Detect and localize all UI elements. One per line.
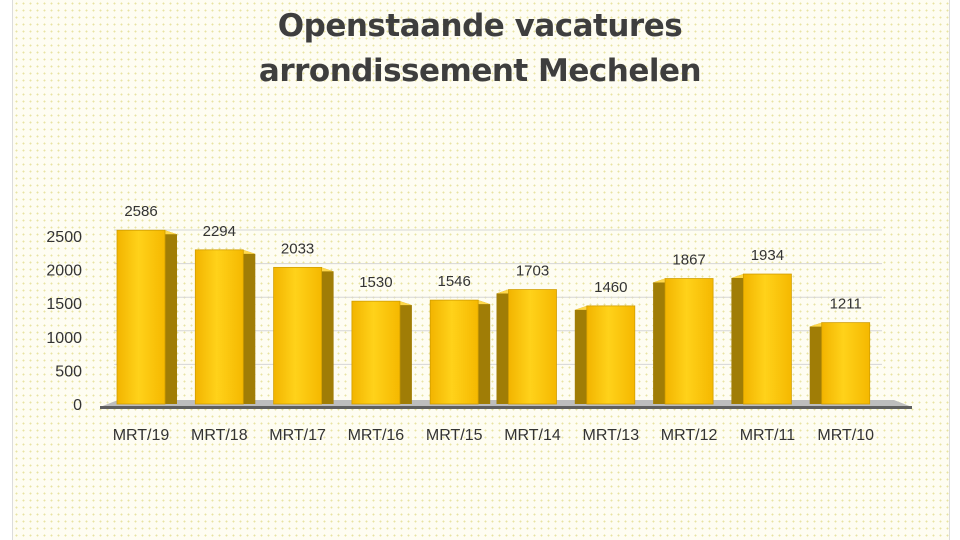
data-label: 1530 (359, 274, 392, 291)
x-tick-label: MRT/13 (582, 427, 639, 444)
data-label: 2586 (124, 203, 157, 220)
bar (496, 289, 557, 405)
x-tick-label: MRT/15 (426, 427, 483, 444)
y-tick-label: 500 (55, 363, 82, 380)
bar-side (496, 289, 509, 404)
y-axis: 0 500 1000 1500 2000 2500 (46, 229, 82, 414)
bar (194, 249, 256, 405)
x-tick-label: MRT/16 (348, 427, 405, 444)
x-tick-label: MRT/19 (113, 427, 170, 444)
bar-front (194, 249, 244, 405)
bar-front (743, 273, 792, 405)
data-label: 1703 (516, 263, 549, 280)
bar-front (429, 299, 479, 405)
bar-side (731, 274, 744, 404)
bar (273, 266, 334, 405)
bar (731, 273, 792, 405)
data-labels: 2586 2294 2033 1530 1546 1703 1460 1867 1934 1211 (124, 203, 862, 312)
x-tick-label: MRT/10 (817, 427, 874, 444)
chart-title-line-2: arrondissement Mechelen (258, 53, 702, 89)
bar (429, 299, 491, 405)
data-label: 2033 (281, 240, 314, 257)
bar-side (399, 301, 412, 404)
bars (116, 229, 871, 405)
bar (574, 305, 636, 405)
chart-title-line-1: Openstaande vacatures (277, 8, 683, 44)
bar-side (321, 267, 334, 404)
bar-side (165, 230, 177, 404)
data-label: 1934 (751, 247, 784, 264)
data-label: 1211 (830, 296, 862, 313)
bar (653, 278, 714, 405)
y-tick-label: 2500 (46, 229, 82, 246)
bar-side (243, 249, 256, 404)
y-tick-label: 0 (73, 397, 82, 414)
data-label: 1867 (672, 252, 705, 269)
y-tick-label: 1500 (46, 296, 82, 313)
x-tick-label: MRT/17 (269, 427, 326, 444)
data-label: 1460 (594, 279, 627, 296)
floor-edge (100, 406, 912, 409)
bar-front (273, 266, 323, 405)
bar-side (478, 300, 491, 404)
bar-side (809, 322, 822, 404)
x-tick-label: MRT/12 (661, 427, 718, 444)
data-label: 1546 (438, 273, 471, 290)
x-axis: MRT/19 MRT/18 MRT/17 MRT/16 MRT/15 MRT/14 MRT/… (113, 427, 874, 444)
data-label: 2294 (203, 223, 236, 240)
chart-background (12, 0, 950, 540)
x-tick-label: MRT/14 (504, 427, 561, 444)
chart-title: Openstaande vacatures arrondissement Mec… (0, 4, 960, 94)
bar-front (116, 229, 166, 405)
bar-front (586, 305, 636, 405)
x-tick-label: MRT/11 (740, 427, 796, 444)
bar (116, 229, 177, 405)
bar-front (821, 322, 871, 405)
y-tick-label: 2000 (46, 263, 82, 280)
x-tick-label: MRT/18 (191, 427, 248, 444)
bar-front (508, 289, 557, 405)
bar-side (653, 278, 666, 404)
bar (351, 300, 412, 405)
bar (809, 322, 871, 405)
bar-side (574, 305, 587, 404)
y-tick-label: 1000 (46, 330, 82, 347)
bar-front (351, 300, 401, 405)
bar-front (664, 278, 714, 405)
